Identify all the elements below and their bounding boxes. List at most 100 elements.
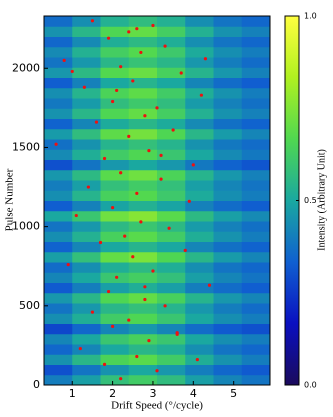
heat-cell <box>72 231 101 242</box>
heat-cell <box>72 26 101 37</box>
heat-cell <box>44 16 73 27</box>
point <box>179 71 183 75</box>
heat-cell <box>44 26 73 37</box>
heat-cell <box>185 354 214 365</box>
heat-cell <box>157 241 186 253</box>
heat-cell <box>44 108 73 119</box>
heat-cell <box>241 180 271 191</box>
heat-cell <box>128 118 158 130</box>
heat-cell <box>72 333 101 345</box>
heat-cell <box>44 364 73 376</box>
heat-cell <box>128 292 158 304</box>
heat-cell <box>44 57 73 68</box>
heat-cell <box>72 210 101 222</box>
heat-cell <box>185 200 214 212</box>
heat-cell <box>157 221 186 232</box>
heat-cell <box>128 77 158 89</box>
point <box>143 114 147 118</box>
heat-cell <box>100 169 130 181</box>
heat-cell <box>241 128 271 140</box>
heat-cell <box>241 344 271 355</box>
heat-cell <box>213 16 243 27</box>
heat-cell <box>213 272 243 283</box>
heat-cell <box>72 180 101 191</box>
heat-cell <box>213 292 243 304</box>
heat-cell <box>128 251 158 263</box>
heat-cell <box>241 251 271 263</box>
heat-cell <box>157 364 186 376</box>
heat-cell <box>44 139 73 150</box>
point <box>147 339 151 343</box>
heat-cell <box>44 344 73 355</box>
heat-cell <box>100 303 130 314</box>
point <box>123 234 127 238</box>
heat-cell <box>44 272 73 283</box>
heat-cell <box>157 313 186 324</box>
point <box>167 226 171 230</box>
heat-cell <box>185 87 214 99</box>
heat-cell <box>128 241 158 253</box>
heat-cell <box>241 323 271 335</box>
heat-cell <box>44 190 73 201</box>
heat-cell <box>100 313 130 324</box>
heat-cell <box>157 251 186 263</box>
heat-cell <box>72 292 101 304</box>
point <box>139 220 143 224</box>
heat-cell <box>100 221 130 232</box>
heat-cell <box>72 190 101 201</box>
heat-cell <box>72 282 101 294</box>
heat-cell <box>157 303 186 314</box>
x-tick-label: 2 <box>109 387 116 400</box>
heat-cell <box>72 241 101 253</box>
point <box>102 156 107 161</box>
heat-cell <box>44 159 73 171</box>
point <box>191 163 195 167</box>
heat-cell <box>100 26 130 37</box>
heat-cell <box>128 159 158 171</box>
heat-cell <box>241 139 271 150</box>
heat-cell <box>100 159 130 171</box>
x-tick-label: 3 <box>149 387 156 400</box>
heat-cell <box>44 333 73 345</box>
y-tick-label: 2000 <box>12 61 40 74</box>
heat-cell <box>241 67 271 78</box>
heat-cell <box>128 303 158 314</box>
point <box>131 255 135 259</box>
heat-cell <box>241 272 271 283</box>
heat-cell <box>100 108 130 119</box>
point <box>115 275 119 279</box>
heat-cell <box>100 77 130 89</box>
point <box>135 191 139 195</box>
heat-cell <box>213 159 243 171</box>
heat-cell <box>241 159 271 171</box>
heat-cell <box>100 57 130 68</box>
heat-cell <box>213 374 243 386</box>
heat-cell <box>44 118 73 130</box>
heat-cell <box>100 98 130 109</box>
heat-cell <box>100 16 130 27</box>
heat-cell <box>213 200 243 212</box>
heat-cell <box>72 87 101 99</box>
heat-cell <box>185 231 214 242</box>
heat-cell <box>185 251 214 263</box>
heat-cell <box>185 292 214 304</box>
heat-cell <box>100 374 130 386</box>
heat-cell <box>72 57 101 68</box>
heat-cell <box>44 67 73 78</box>
heat-cell <box>100 282 130 294</box>
heat-cell <box>213 303 243 314</box>
point <box>119 65 123 69</box>
heat-cell <box>185 323 214 335</box>
plot-frame <box>43 15 271 386</box>
heat-cell <box>213 364 243 376</box>
point <box>127 30 131 34</box>
heat-cell <box>44 374 73 386</box>
heat-cell <box>44 221 73 232</box>
heat-cell <box>157 231 186 242</box>
heat-cell <box>241 374 271 386</box>
heat-cell <box>213 313 243 324</box>
heat-cell <box>241 108 271 119</box>
heat-cell <box>100 36 130 48</box>
heat-cell <box>213 231 243 242</box>
heat-cell <box>157 16 186 27</box>
